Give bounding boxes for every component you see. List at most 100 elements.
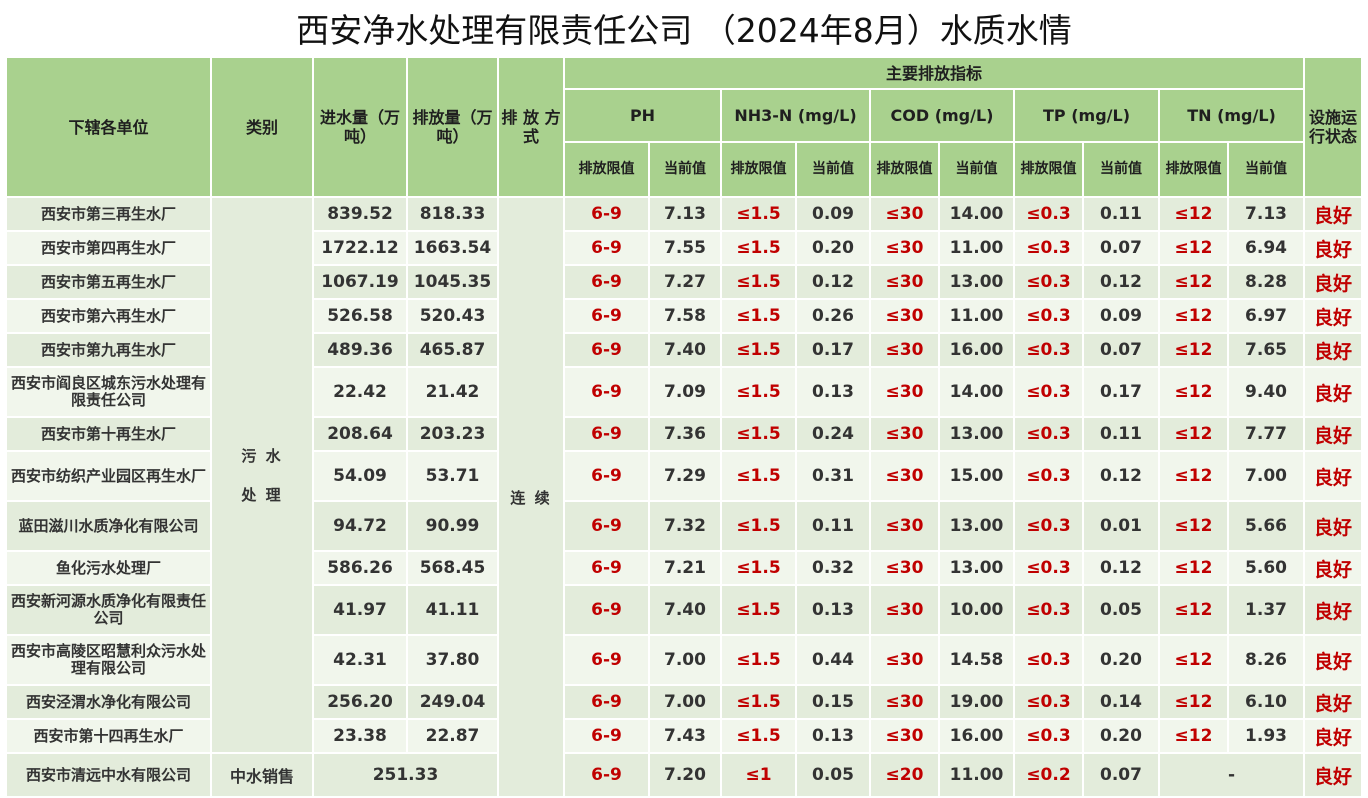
header-nh3n-current: 当前值 bbox=[795, 141, 871, 198]
unit-name: 西安市纺织产业园区再生水厂 bbox=[5, 450, 212, 502]
outflow-cell: 53.71 bbox=[406, 450, 499, 502]
unit-name: 蓝田滋川水质净化有限公司 bbox=[5, 500, 212, 552]
tp-lim-cell: ≤0.3 bbox=[1013, 684, 1084, 720]
unit-name: 西安市清远中水有限公司 bbox=[5, 752, 212, 798]
nh3-lim-cell: ≤1.5 bbox=[720, 332, 797, 368]
header-tp: TP (mg/L) bbox=[1013, 88, 1160, 143]
tn-cell: 6.94 bbox=[1226, 230, 1306, 266]
inflow-cell: 256.20 bbox=[312, 684, 408, 720]
table-row: 西安市第五再生水厂 1067.19 1045.35 6-9 7.27 ≤1.5 0.12 ≤3… bbox=[5, 264, 1364, 300]
unit-name: 西安市第九再生水厂 bbox=[5, 332, 212, 368]
inflow-cell: 94.72 bbox=[312, 500, 408, 552]
tn-lim-cell: ≤12 bbox=[1158, 230, 1229, 266]
outflow-cell: 21.42 bbox=[406, 366, 499, 418]
nh3-cell: 0.20 bbox=[795, 230, 871, 266]
nh3-lim-cell: ≤1.5 bbox=[720, 230, 797, 266]
nh3-cell: 0.44 bbox=[795, 634, 871, 686]
header-tn: TN (mg/L) bbox=[1157, 88, 1306, 143]
category-cell: 中水销售 bbox=[210, 752, 314, 798]
volume-cell: 251.33 bbox=[312, 752, 499, 798]
ph-cell: 7.20 bbox=[648, 752, 722, 798]
ph-lim-cell: 6-9 bbox=[563, 550, 650, 586]
inflow-cell: 1067.19 bbox=[312, 264, 408, 300]
ph-cell: 7.58 bbox=[648, 298, 722, 334]
tp-lim-cell: ≤0.2 bbox=[1013, 752, 1084, 798]
tn-lim-cell: ≤12 bbox=[1158, 264, 1229, 300]
outflow-cell: 1663.54 bbox=[406, 230, 499, 266]
outflow-cell: 1045.35 bbox=[406, 264, 499, 300]
tn-lim-cell: ≤12 bbox=[1158, 450, 1229, 502]
tn-cell: 8.26 bbox=[1226, 634, 1306, 686]
ph-lim-cell: 6-9 bbox=[563, 416, 650, 452]
nh3-cell: 0.15 bbox=[795, 684, 871, 720]
ph-lim-cell: 6-9 bbox=[563, 500, 650, 552]
status-cell: 良好 bbox=[1303, 264, 1364, 300]
status-cell: 良好 bbox=[1303, 450, 1364, 502]
water-quality-table: 下辖各单位 类别 进水量（万吨） 排放量（万吨） 排 放 方 式 主要排放指标 … bbox=[5, 56, 1364, 798]
tn-lim-cell: ≤12 bbox=[1158, 196, 1229, 232]
cod-lim-cell: ≤30 bbox=[869, 500, 940, 552]
cod-lim-cell: ≤30 bbox=[869, 416, 940, 452]
unit-name: 西安泾渭水净化有限公司 bbox=[5, 684, 212, 720]
cod-cell: 13.00 bbox=[938, 416, 1015, 452]
cod-cell: 11.00 bbox=[938, 298, 1015, 334]
header-main-indicators: 主要排放指标 bbox=[562, 56, 1306, 90]
tn-lim-cell: ≤12 bbox=[1158, 332, 1229, 368]
tp-lim-cell: ≤0.3 bbox=[1013, 450, 1084, 502]
tn-cell: 6.97 bbox=[1226, 298, 1306, 334]
ph-lim-cell: 6-9 bbox=[563, 230, 650, 266]
tn-lim-cell: ≤12 bbox=[1158, 634, 1229, 686]
cod-lim-cell: ≤30 bbox=[869, 230, 940, 266]
tn-cell: 1.93 bbox=[1226, 718, 1306, 754]
cod-cell: 16.00 bbox=[938, 332, 1015, 368]
ph-cell: 7.13 bbox=[648, 196, 722, 232]
nh3-cell: 0.31 bbox=[795, 450, 871, 502]
cod-lim-cell: ≤30 bbox=[869, 450, 940, 502]
tp-lim-cell: ≤0.3 bbox=[1013, 264, 1084, 300]
tp-cell: 0.07 bbox=[1082, 752, 1160, 798]
cod-lim-cell: ≤30 bbox=[869, 718, 940, 754]
cod-cell: 10.00 bbox=[938, 584, 1015, 636]
cod-lim-cell: ≤30 bbox=[869, 584, 940, 636]
ph-lim-cell: 6-9 bbox=[563, 450, 650, 502]
tn-cell: 5.60 bbox=[1226, 550, 1306, 586]
outflow-cell: 41.11 bbox=[406, 584, 499, 636]
table-row: 西安市第十再生水厂 208.64 203.23 6-9 7.36 ≤1.5 0.24 ≤30 1… bbox=[5, 416, 1364, 452]
status-cell: 良好 bbox=[1303, 584, 1364, 636]
table-row: 西安市第六再生水厂 526.58 520.43 6-9 7.58 ≤1.5 0.26 ≤30 1… bbox=[5, 298, 1364, 334]
cod-lim-cell: ≤30 bbox=[869, 634, 940, 686]
nh3-lim-cell: ≤1.5 bbox=[720, 450, 797, 502]
nh3-lim-cell: ≤1.5 bbox=[720, 366, 797, 418]
cod-cell: 13.00 bbox=[938, 550, 1015, 586]
cod-lim-cell: ≤20 bbox=[869, 752, 940, 798]
unit-name: 西安市第六再生水厂 bbox=[5, 298, 212, 334]
table-row: 西安市第九再生水厂 489.36 465.87 6-9 7.40 ≤1.5 0.17 ≤30 1… bbox=[5, 332, 1364, 368]
ph-lim-cell: 6-9 bbox=[563, 584, 650, 636]
tp-lim-cell: ≤0.3 bbox=[1013, 416, 1084, 452]
ph-lim-cell: 6-9 bbox=[563, 332, 650, 368]
tn-cell: 8.28 bbox=[1226, 264, 1306, 300]
nh3-lim-cell: ≤1.5 bbox=[720, 684, 797, 720]
table-row: 西安市第十四再生水厂 23.38 22.87 6-9 7.43 ≤1.5 0.13 ≤30 16… bbox=[5, 718, 1364, 754]
nh3-cell: 0.32 bbox=[795, 550, 871, 586]
ph-cell: 7.00 bbox=[648, 634, 722, 686]
status-cell: 良好 bbox=[1303, 550, 1364, 586]
inflow-cell: 23.38 bbox=[312, 718, 408, 754]
tn-cell: 9.40 bbox=[1226, 366, 1306, 418]
outflow-cell: 203.23 bbox=[406, 416, 499, 452]
cod-lim-cell: ≤30 bbox=[869, 332, 940, 368]
header-category: 类别 bbox=[210, 56, 314, 198]
tp-cell: 0.05 bbox=[1082, 584, 1160, 636]
header-ph-limit: 排放限值 bbox=[563, 141, 650, 198]
status-cell: 良好 bbox=[1303, 684, 1364, 720]
header-cod-current: 当前值 bbox=[938, 141, 1015, 198]
tp-cell: 0.17 bbox=[1082, 366, 1160, 418]
cod-cell: 14.00 bbox=[938, 196, 1015, 232]
header-cod: COD (mg/L) bbox=[869, 88, 1015, 143]
outflow-cell: 568.45 bbox=[406, 550, 499, 586]
ph-lim-cell: 6-9 bbox=[563, 718, 650, 754]
status-cell: 良好 bbox=[1303, 718, 1364, 754]
header-ph: PH bbox=[563, 88, 722, 143]
unit-name: 鱼化污水处理厂 bbox=[5, 550, 212, 586]
page-title: 西安净水处理有限责任公司 （2024年8月）水质水情 bbox=[296, 11, 1072, 50]
